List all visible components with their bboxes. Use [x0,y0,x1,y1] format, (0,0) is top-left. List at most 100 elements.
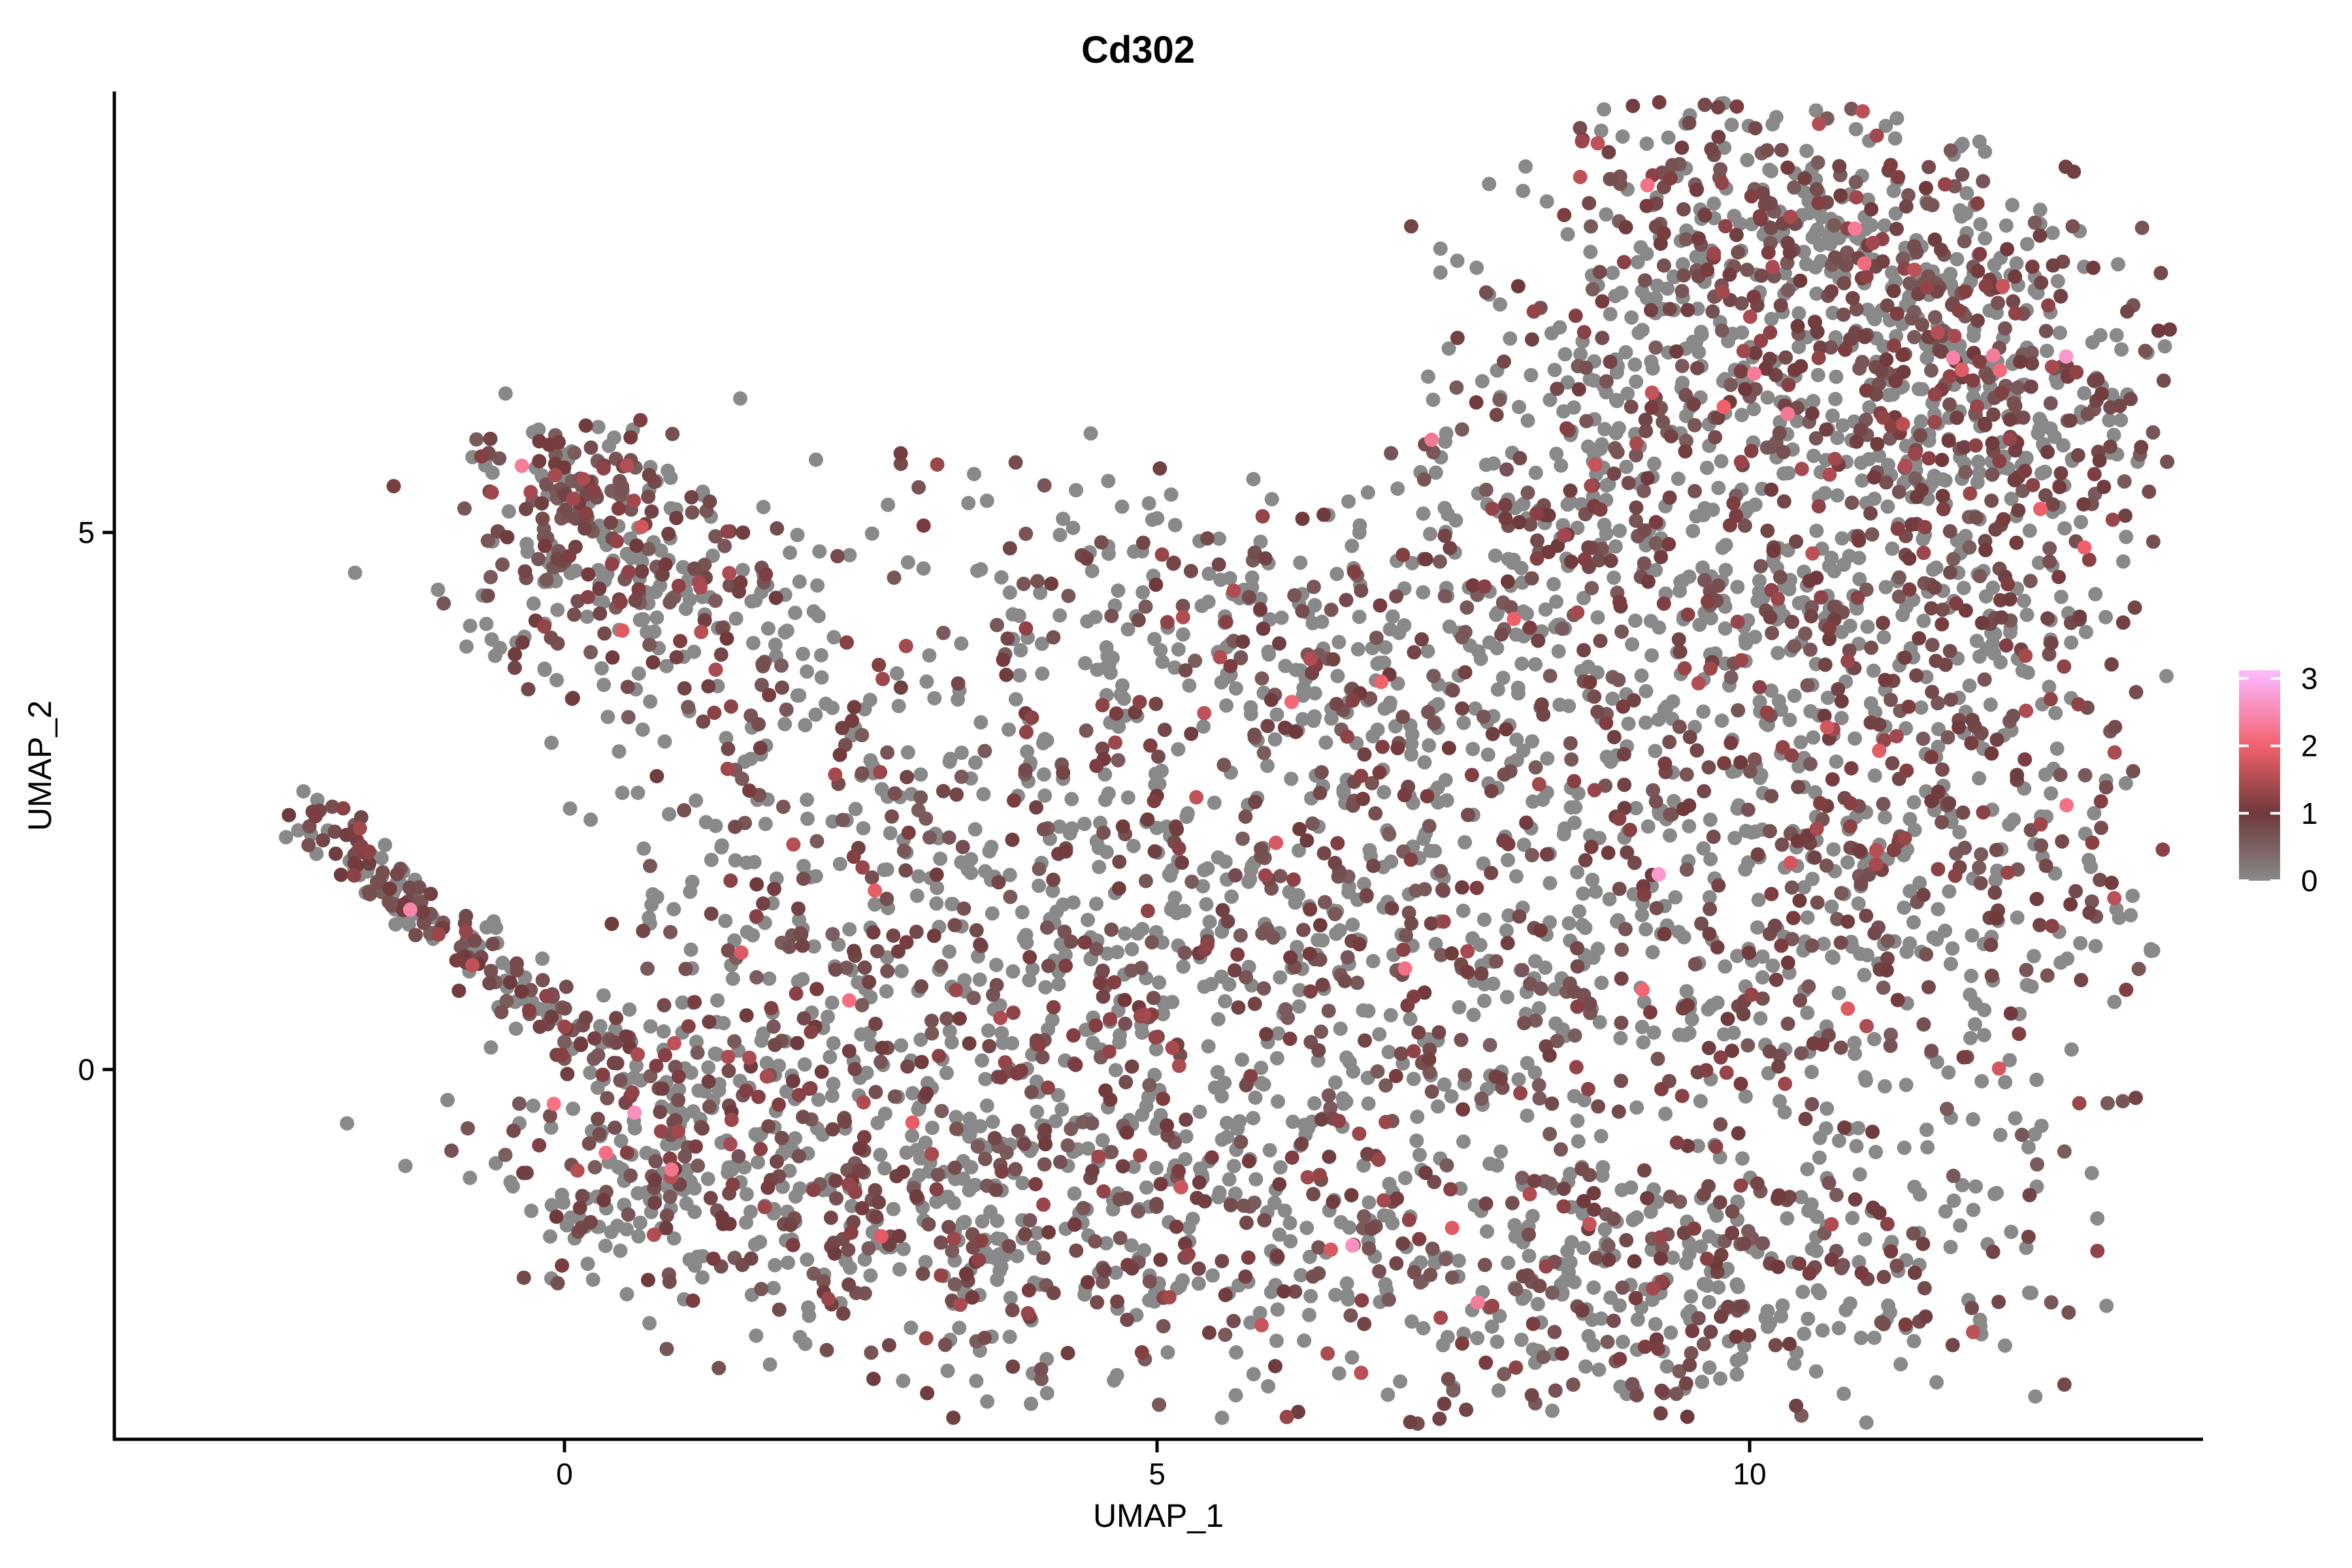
data-point [1194,598,1209,613]
data-point [1909,668,1924,683]
data-point [1667,794,1681,809]
data-point [829,1191,843,1206]
data-point [1292,999,1307,1014]
data-point [2018,453,2033,467]
data-point [2010,910,2025,925]
data-point [1180,806,1195,821]
data-point [1548,982,1562,997]
data-point [581,567,596,582]
data-point [1855,473,1870,488]
data-point [590,1080,605,1095]
data-point [1561,916,1576,931]
data-point [1818,485,1833,500]
data-point [675,995,690,1010]
data-point [871,1195,886,1210]
data-point [1679,767,1694,782]
data-point [2019,962,2034,977]
data-point [1848,174,1863,189]
data-point [1821,1175,1837,1190]
data-point [1662,490,1677,505]
data-point [543,1229,557,1244]
data-point [1077,1287,1092,1302]
data-point [1318,735,1333,750]
data-point [1345,917,1360,932]
data-point [802,1308,817,1323]
data-point [1627,1254,1642,1269]
data-point [796,1109,811,1124]
data-point [1029,800,1043,815]
data-point [639,1145,654,1160]
data-point [1357,747,1372,762]
data-point [1036,822,1051,837]
data-point [1022,973,1037,988]
data-point [1458,665,1473,680]
data-point [1430,1099,1445,1114]
data-point [957,973,972,988]
data-point [587,1160,602,1175]
data-point [826,1077,841,1091]
data-point [2082,853,2096,868]
data-point [1824,1252,1839,1267]
data-point [1313,918,1328,933]
data-point [1138,599,1153,614]
data-point [810,578,825,593]
data-point [1833,935,1848,950]
data-point [941,944,956,959]
data-point [1662,734,1677,749]
data-point [1654,1383,1669,1398]
data-point [1592,1015,1607,1030]
data-point [1262,647,1276,662]
data-point [1755,991,1770,1006]
data-point [2013,354,2028,369]
data-point [962,1126,977,1141]
data-point [1459,1402,1474,1417]
data-point [1999,638,2014,653]
data-point [1258,551,1273,566]
data-point [480,588,495,603]
data-point [685,874,700,889]
data-point [702,494,717,509]
data-point [1503,331,1518,346]
data-point [930,881,945,896]
data-point [1089,896,1103,911]
data-point [1543,1126,1558,1141]
data-point [1733,364,1748,379]
data-point [1834,711,1849,726]
data-point [1030,1226,1045,1241]
data-point [1211,850,1226,865]
data-point [847,1062,862,1077]
data-point [1771,1059,1786,1074]
data-point [1356,877,1371,891]
data-point [1598,778,1613,793]
data-point [1711,1280,1726,1295]
data-point [1416,585,1431,600]
data-point [1078,656,1092,671]
data-point [1650,278,1665,293]
data-point [1867,926,1882,941]
data-point [714,840,729,855]
data-point [1199,897,1214,912]
data-point [1560,375,1575,390]
data-point [808,707,823,722]
data-point [1824,550,1839,565]
data-point [708,529,723,544]
data-point [1791,340,1806,355]
data-point [2123,907,2138,923]
data-point [653,1105,668,1119]
data-point [1746,402,1761,417]
data-point [1164,487,1179,502]
data-point [1218,1288,1233,1303]
data-point [1714,713,1729,728]
data-point [1460,600,1475,615]
data-point [1337,973,1352,988]
data-point [623,1168,638,1183]
data-point [556,1195,571,1210]
data-point [1357,1316,1372,1331]
data-point [1578,853,1593,868]
data-point [1774,142,1789,157]
data-point [1145,935,1160,950]
data-point [797,1057,812,1072]
data-point [1469,395,1484,410]
data-point [1282,1032,1298,1046]
data-point [1901,699,1916,714]
